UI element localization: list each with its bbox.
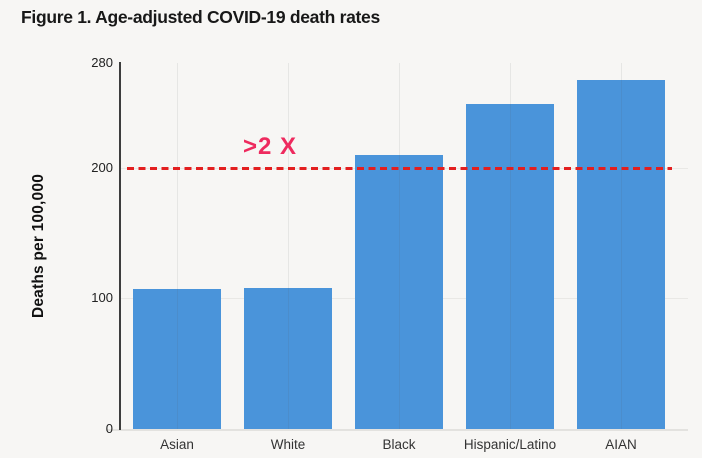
v-gridline-1 xyxy=(177,63,178,429)
v-gridline-3 xyxy=(399,63,400,429)
v-gridline-5 xyxy=(621,63,622,429)
annotation-2x: >2 X xyxy=(243,133,298,160)
bar-hispanic-latino xyxy=(466,104,554,429)
x-tick-label-1: Asian xyxy=(160,437,194,452)
x-tick-label-2: White xyxy=(270,437,306,452)
x-tick-label-3: Black xyxy=(382,437,416,452)
y-tick-label-200: 200 xyxy=(91,160,113,175)
y-tick-label-100: 100 xyxy=(91,290,113,305)
x-axis-line xyxy=(106,429,688,431)
v-gridline-2 xyxy=(288,63,289,429)
figure-title: Figure 1. Age-adjusted COVID-19 death ra… xyxy=(21,7,380,27)
bar-aian xyxy=(577,80,665,429)
y-axis-line xyxy=(119,62,121,430)
v-gridline-4 xyxy=(510,63,511,429)
bar-black xyxy=(355,155,443,430)
y-tick-label-0: 0 xyxy=(105,421,113,436)
y-tick-label-280: 280 xyxy=(91,55,113,70)
bar-asian xyxy=(133,289,221,429)
bar-white xyxy=(244,288,332,429)
x-tick-label-4: Hispanic/Latino xyxy=(463,437,557,452)
x-tick-label-5: AIAN xyxy=(605,437,637,452)
reference-line-200 xyxy=(127,167,672,170)
